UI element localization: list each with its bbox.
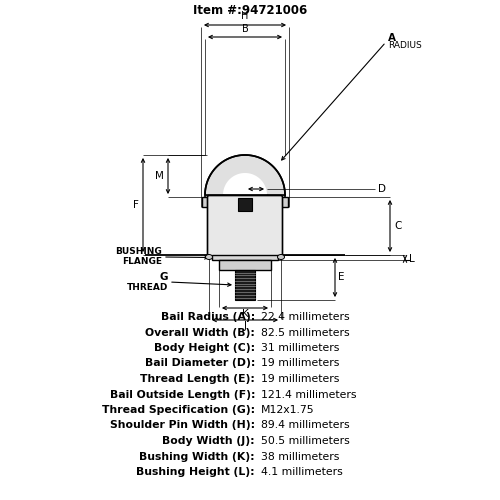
Text: THREAD: THREAD bbox=[126, 282, 168, 292]
Text: Shoulder Pin Width (H):: Shoulder Pin Width (H): bbox=[110, 420, 255, 430]
Text: 19 millimeters: 19 millimeters bbox=[261, 374, 340, 384]
Text: Thread Length (E):: Thread Length (E): bbox=[140, 374, 255, 384]
Text: A: A bbox=[388, 33, 396, 43]
Text: D: D bbox=[378, 184, 386, 194]
Text: Thread Specification (G):: Thread Specification (G): bbox=[102, 405, 255, 415]
Text: Item #:94721006: Item #:94721006 bbox=[193, 4, 307, 17]
Text: E: E bbox=[338, 272, 344, 282]
Text: F: F bbox=[133, 200, 139, 210]
Bar bbox=[202, 197, 209, 207]
Text: Bail Radius (A):: Bail Radius (A): bbox=[161, 312, 255, 322]
Text: 82.5 millimeters: 82.5 millimeters bbox=[261, 328, 350, 338]
Text: 22.4 millimeters: 22.4 millimeters bbox=[261, 312, 350, 322]
Text: B: B bbox=[242, 24, 248, 34]
Text: 4.1 millimeters: 4.1 millimeters bbox=[261, 467, 343, 477]
Text: Body Width (J):: Body Width (J): bbox=[162, 436, 255, 446]
FancyBboxPatch shape bbox=[208, 196, 282, 256]
Text: FLANGE: FLANGE bbox=[122, 258, 162, 266]
Text: C: C bbox=[394, 221, 402, 231]
Bar bbox=[212, 255, 278, 260]
Text: 50.5 millimeters: 50.5 millimeters bbox=[261, 436, 350, 446]
Text: 19 millimeters: 19 millimeters bbox=[261, 358, 340, 368]
Text: Overall Width (B):: Overall Width (B): bbox=[145, 328, 255, 338]
Bar bbox=[235, 270, 255, 300]
Text: M12x1.75: M12x1.75 bbox=[261, 405, 314, 415]
Text: Bushing Height (L):: Bushing Height (L): bbox=[136, 467, 255, 477]
Bar bbox=[219, 260, 271, 270]
Text: Bail Diameter (D):: Bail Diameter (D): bbox=[144, 358, 255, 368]
Text: H: H bbox=[242, 11, 248, 21]
Text: G: G bbox=[160, 272, 168, 282]
Text: 121.4 millimeters: 121.4 millimeters bbox=[261, 390, 356, 400]
Text: M: M bbox=[155, 171, 164, 181]
Bar bbox=[238, 198, 252, 211]
Bar bbox=[281, 197, 288, 207]
Text: L: L bbox=[409, 254, 415, 264]
Text: 89.4 millimeters: 89.4 millimeters bbox=[261, 420, 350, 430]
Text: Bail Outside Length (F):: Bail Outside Length (F): bbox=[110, 390, 255, 400]
Polygon shape bbox=[205, 155, 285, 207]
Text: Body Height (C):: Body Height (C): bbox=[154, 343, 255, 353]
Text: K: K bbox=[242, 309, 248, 319]
Text: Bushing Width (K):: Bushing Width (K): bbox=[140, 452, 255, 462]
Text: J: J bbox=[244, 321, 246, 331]
Text: BUSHING: BUSHING bbox=[115, 248, 162, 256]
Ellipse shape bbox=[278, 254, 284, 260]
Text: 38 millimeters: 38 millimeters bbox=[261, 452, 340, 462]
Text: RADIUS: RADIUS bbox=[388, 42, 422, 50]
Text: 31 millimeters: 31 millimeters bbox=[261, 343, 340, 353]
Ellipse shape bbox=[206, 254, 212, 260]
